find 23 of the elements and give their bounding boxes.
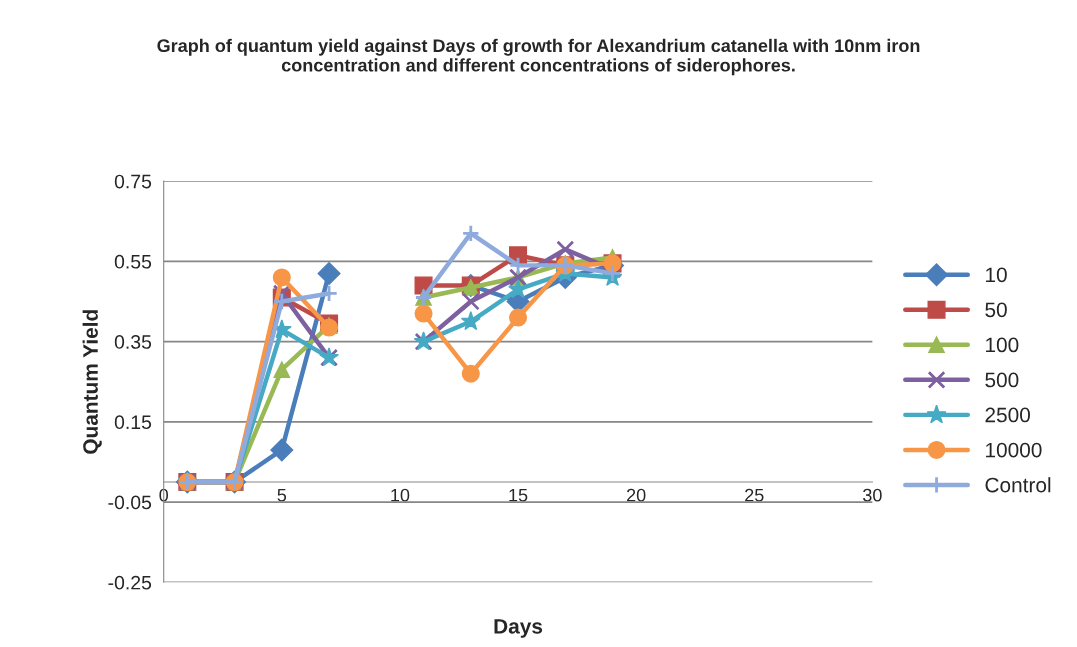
x-tick-label: 15 xyxy=(509,488,528,502)
legend-label: 10000 xyxy=(986,442,1042,458)
legend-label: 500 xyxy=(985,372,1019,388)
chart-title: Graph of quantum yield against Days of growth for Alexandrium catanella with 10nm iron concentration and different concentrations of siderophores. xyxy=(157,38,920,76)
x-tick-label: 25 xyxy=(745,488,764,502)
y-tick-label: -0.25 xyxy=(108,575,152,590)
legend-label: 10 xyxy=(986,267,1007,283)
x-tick-label: 20 xyxy=(627,488,646,502)
x-tick-label: 10 xyxy=(391,488,410,502)
y-axis-title: Quantum Yield xyxy=(82,310,102,454)
y-tick-label: 0.75 xyxy=(114,174,152,189)
y-tick-label: 0.35 xyxy=(114,335,152,349)
legend-label: 2500 xyxy=(985,407,1030,423)
x-tick-label: 30 xyxy=(863,488,882,502)
x-tick-label: 5 xyxy=(277,488,287,502)
legend-label: 50 xyxy=(985,302,1007,318)
legend-label: 100 xyxy=(986,337,1019,353)
y-tick-label: -0.05 xyxy=(108,495,152,510)
y-tick-label: 0.55 xyxy=(114,254,152,269)
y-tick-label: 0.15 xyxy=(114,415,152,430)
x-axis-title: Days xyxy=(494,619,543,638)
x-tick-label: 0 xyxy=(159,488,169,502)
legend-label: Control xyxy=(985,477,1051,493)
